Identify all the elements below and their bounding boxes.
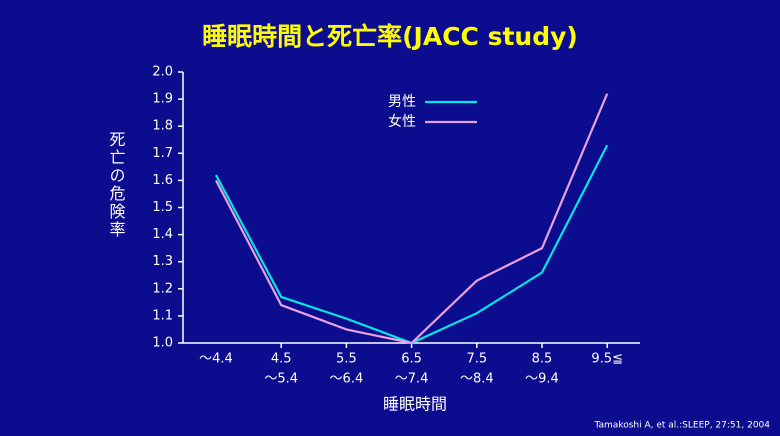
x-tick-label: 6.5 bbox=[401, 352, 422, 367]
y-tick-label: 1.8 bbox=[152, 119, 173, 134]
source: Tamakoshi A, et al.:SLEEP, 27:51, 2004 bbox=[594, 421, 771, 431]
x-tick-label: 8.5 bbox=[532, 352, 553, 367]
x-tick-label: ～7.4 bbox=[395, 372, 429, 387]
x-tick-label: ～9.4 bbox=[525, 372, 559, 387]
y-tick-label: 1.2 bbox=[152, 281, 173, 296]
y-tick-label: 1.0 bbox=[152, 336, 173, 351]
y-tick-label: 2.0 bbox=[152, 65, 173, 80]
series-line bbox=[215, 144, 609, 345]
y-tick-label: 1.5 bbox=[152, 200, 173, 215]
legend-label: 男性 bbox=[388, 94, 416, 110]
x-tick-label: 4.5 bbox=[271, 352, 292, 367]
x-tick-label: ～4.4 bbox=[199, 352, 233, 367]
x-tick-label: 9.5≦ bbox=[591, 352, 623, 367]
y-tick-label: 1.7 bbox=[152, 146, 173, 161]
x-tick-label: 7.5 bbox=[466, 352, 487, 367]
x-tick-label: ～5.4 bbox=[264, 372, 298, 387]
y-tick-label: 1.9 bbox=[152, 92, 173, 107]
legend-label: 女性 bbox=[388, 113, 416, 130]
series-line bbox=[215, 93, 609, 345]
y-axis-label: 死亡の危険率 bbox=[107, 131, 126, 239]
x-axis-label: 睡眠時間 bbox=[383, 395, 447, 414]
y-tick-label: 1.4 bbox=[152, 227, 173, 242]
x-tick-label: ～6.4 bbox=[330, 372, 364, 387]
y-tick-label: 1.6 bbox=[152, 173, 173, 188]
chart-title: 睡眠時間と死亡率(JACC study) bbox=[202, 22, 578, 51]
x-tick-label: 5.5 bbox=[336, 352, 357, 367]
y-tick-label: 1.1 bbox=[152, 308, 173, 323]
y-tick-label: 1.3 bbox=[152, 254, 173, 269]
x-tick-label: ～8.4 bbox=[460, 372, 494, 387]
